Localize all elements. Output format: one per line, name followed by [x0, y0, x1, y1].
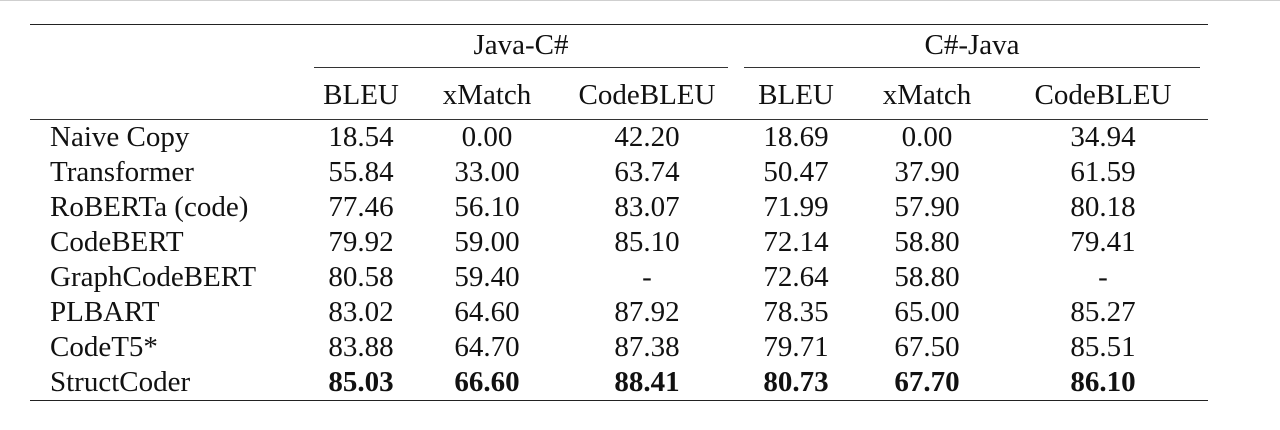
value-cell: 64.60	[454, 296, 520, 328]
value-cell: 72.64	[763, 261, 829, 293]
group-header-java-csharp: Java-C#	[306, 25, 736, 65]
model-name: CodeT5*	[50, 331, 158, 363]
table-row: CodeT5* 83.88 64.70 87.38 79.71 67.50 85…	[30, 330, 1208, 365]
group-underline-java-csharp	[306, 65, 736, 71]
model-name: Transformer	[50, 156, 194, 188]
value-cell: 61.59	[1070, 156, 1136, 188]
value-cell: 72.14	[763, 226, 829, 258]
value-cell: 64.70	[454, 331, 520, 363]
value-cell: 83.88	[328, 331, 394, 363]
value-cell: -	[1098, 261, 1108, 293]
value-cell: 79.41	[1070, 226, 1136, 258]
value-cell: -	[642, 261, 652, 293]
group-underline-row	[30, 65, 1208, 71]
value-cell: 80.58	[328, 261, 394, 293]
value-cell-best: 86.10	[998, 365, 1208, 401]
value-cell: 80.18	[1070, 191, 1136, 223]
value-cell: 78.35	[763, 296, 829, 328]
table-row: PLBART 83.02 64.60 87.92 78.35 65.00 85.…	[30, 295, 1208, 330]
model-name: StructCoder	[30, 365, 306, 401]
value-cell: 85.10	[614, 226, 680, 258]
value-cell: 79.92	[328, 226, 394, 258]
value-cell-best: 88.41	[558, 365, 736, 401]
table-row-best: StructCoder 85.03 66.60 88.41 80.73 67.7…	[30, 365, 1208, 401]
table-row: CodeBERT 79.92 59.00 85.10 72.14 58.80 7…	[30, 225, 1208, 260]
table-row: Naive Copy 18.54 0.00 42.20 18.69 0.00 3…	[30, 120, 1208, 156]
value-cell: 0.00	[901, 121, 953, 153]
value-cell: 18.69	[763, 121, 829, 153]
value-cell: 37.90	[894, 156, 960, 188]
group-header-row: Java-C# C#-Java	[30, 25, 1208, 65]
value-cell: 58.80	[894, 226, 960, 258]
value-cell: 63.74	[614, 156, 680, 188]
value-cell: 59.40	[454, 261, 520, 293]
results-table: Java-C# C#-Java BLEU xMatch CodeBLEU BLE…	[30, 24, 1208, 401]
value-cell: 87.92	[614, 296, 680, 328]
model-name: GraphCodeBERT	[50, 261, 257, 293]
value-cell: 71.99	[763, 191, 829, 223]
value-cell: 85.51	[1070, 331, 1136, 363]
top-edge-line	[0, 0, 1280, 1]
model-name: PLBART	[50, 296, 160, 328]
metric-header: xMatch	[416, 71, 558, 120]
table-row: GraphCodeBERT 80.58 59.40 - 72.64 58.80 …	[30, 260, 1208, 295]
value-cell: 83.07	[614, 191, 680, 223]
value-cell: 56.10	[454, 191, 520, 223]
value-cell: 77.46	[328, 191, 394, 223]
table-row: RoBERTa (code) 77.46 56.10 83.07 71.99 5…	[30, 190, 1208, 225]
value-cell-best: 66.60	[416, 365, 558, 401]
value-cell: 50.47	[763, 156, 829, 188]
value-cell: 79.71	[763, 331, 829, 363]
value-cell-best: 80.73	[736, 365, 856, 401]
model-name: Naive Copy	[50, 121, 190, 153]
metric-header: BLEU	[306, 71, 416, 120]
value-cell: 57.90	[894, 191, 960, 223]
value-cell: 58.80	[894, 261, 960, 293]
metric-header: CodeBLEU	[558, 71, 736, 120]
value-cell: 67.50	[894, 331, 960, 363]
group-underline-csharp-java	[736, 65, 1208, 71]
value-cell: 87.38	[614, 331, 680, 363]
value-cell: 0.00	[461, 121, 513, 153]
table-row: Transformer 55.84 33.00 63.74 50.47 37.9…	[30, 155, 1208, 190]
metric-header: xMatch	[856, 71, 998, 120]
model-name: RoBERTa (code)	[50, 191, 249, 223]
value-cell-best: 67.70	[856, 365, 998, 401]
value-cell: 85.27	[1070, 296, 1136, 328]
value-cell: 83.02	[328, 296, 394, 328]
top-rule	[30, 24, 1208, 25]
metric-header: CodeBLEU	[998, 71, 1208, 120]
value-cell: 55.84	[328, 156, 394, 188]
model-name: CodeBERT	[50, 226, 184, 258]
value-cell: 42.20	[614, 121, 680, 153]
group-header-csharp-java: C#-Java	[736, 25, 1208, 65]
value-cell: 34.94	[1070, 121, 1136, 153]
value-cell: 33.00	[454, 156, 520, 188]
value-cell: 59.00	[454, 226, 520, 258]
empty-corner-cell	[30, 25, 306, 65]
metric-header: BLEU	[736, 71, 856, 120]
model-header-cell	[30, 71, 306, 120]
value-cell: 18.54	[328, 121, 394, 153]
group-label: Java-C#	[473, 28, 569, 61]
metric-header-row: BLEU xMatch CodeBLEU BLEU xMatch CodeBLE…	[30, 71, 1208, 120]
group-label: C#-Java	[924, 28, 1020, 61]
value-cell: 65.00	[894, 296, 960, 328]
value-cell-best: 85.03	[306, 365, 416, 401]
